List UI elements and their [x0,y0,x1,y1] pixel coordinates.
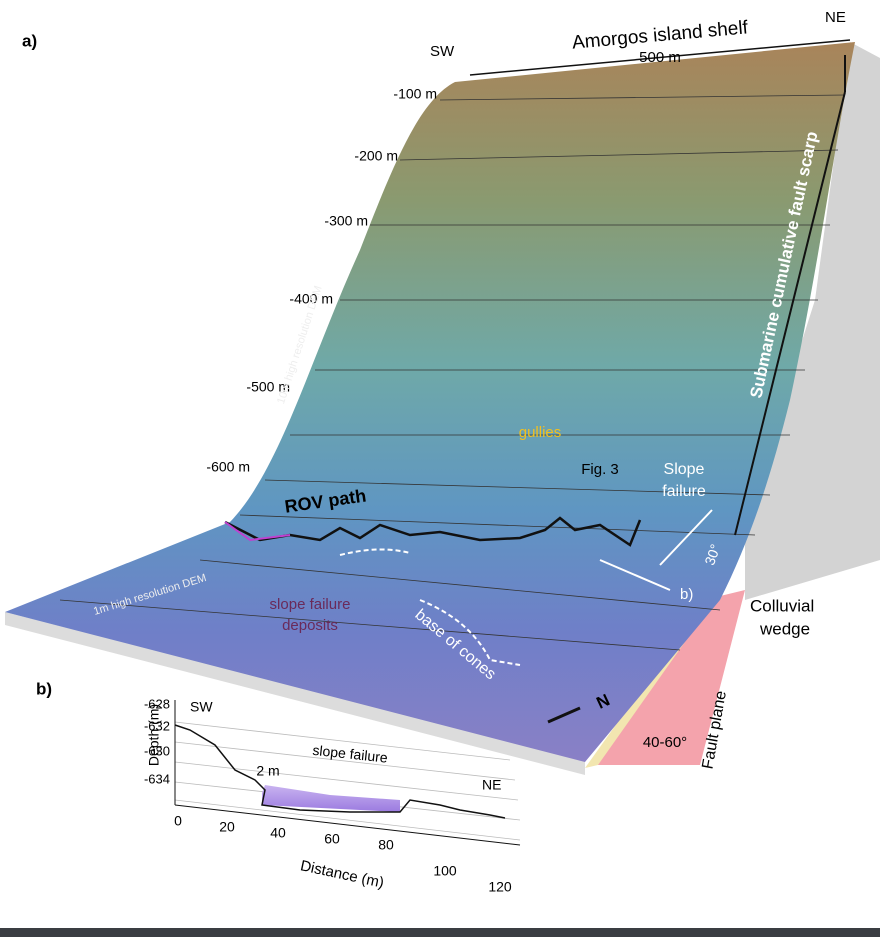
y-tick-label: -628 [144,696,170,711]
arrows [599,509,713,591]
slope-failure-area [262,785,400,812]
panel-label: b) [36,679,52,698]
ne-label: NE [482,777,501,793]
slope-failure-label: failure [662,483,706,500]
rov-path [224,516,642,547]
fig3-label: Fig. 3 [581,461,619,478]
panel-label: a) [22,31,37,50]
b-marker: b) [680,586,693,603]
sw-label: SW [430,43,455,60]
y-tick-label: -630 [144,743,170,758]
x-tick-label: 0 [174,813,182,829]
x-axis [174,804,521,846]
scale-arrow [469,39,851,76]
depth: -100 m [393,86,437,102]
ne-label: NE [825,9,846,26]
fault-angle: 40-60° [643,734,687,751]
x-tick-label: 20 [219,819,235,835]
x-tick-label: 100 [433,863,457,879]
contours [59,94,846,651]
slope-failure-label: Slope [664,461,705,478]
scale-label: 500 m [639,49,681,66]
x-tick-label: 80 [378,837,394,853]
y-tick-label: -634 [144,771,170,786]
x-tick-label: 60 [324,831,340,847]
depth: -300 m [324,213,368,229]
x-tick-label: 120 [488,879,512,895]
colluvial-label: wedge [759,619,810,638]
bottom-bar [0,928,880,937]
depth: -600 m [206,459,250,475]
profile-line [174,724,506,819]
dem-surface [5,42,855,762]
x-tick-label: 40 [270,825,286,841]
depth: -200 m [354,148,398,164]
y-tick-label: -632 [144,718,170,733]
slope-failure-label: slope failure [312,742,389,766]
dashed-lines [339,548,521,666]
y-title: Depth (m) [146,704,162,766]
angle-30: 30° [701,542,723,567]
deposits-label: deposits [282,617,338,634]
gullies-label: gullies [519,424,562,441]
scarp-line [734,55,846,536]
block-side [745,42,880,600]
fault-plane [595,590,745,765]
depth: -500 m [246,379,290,395]
depth: -400 m [289,291,333,307]
colluvial-label: Colluvial [750,596,814,615]
rov-path-start [224,521,291,542]
deposits-label: slope failure [270,596,351,613]
north-arrow [547,706,581,724]
step-label: 2 m [256,763,279,779]
block-front [5,612,585,775]
sw-label: SW [190,699,213,715]
